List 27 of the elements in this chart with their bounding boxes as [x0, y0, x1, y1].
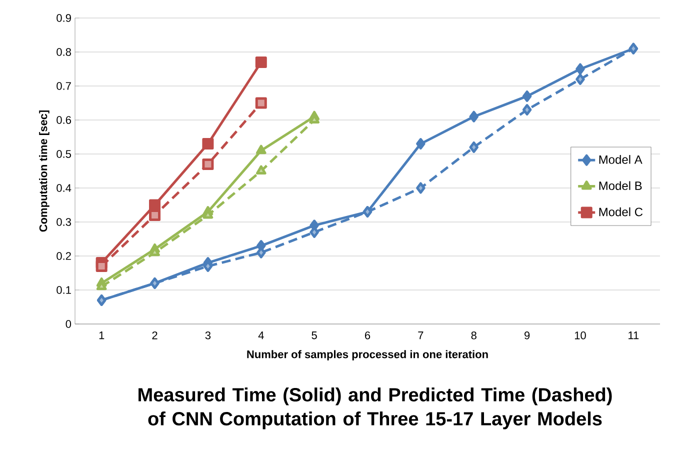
x-tick-label: 11	[628, 332, 639, 340]
y-tick-label: 0.3	[56, 218, 72, 226]
y-tick-label: 0.4	[56, 184, 72, 192]
x-tick-label: 4	[258, 332, 264, 340]
y-tick-label: 0	[66, 320, 72, 328]
y-tick-label: 0.5	[56, 150, 72, 158]
x-tick-label: 10	[574, 332, 586, 340]
y-axis-title: Computation time [sec]	[39, 110, 50, 232]
x-tick-label: 2	[152, 332, 158, 340]
x-tick-label: 9	[524, 332, 530, 340]
y-tick-label: 0.7	[56, 82, 71, 90]
legend-label: Model A	[599, 155, 642, 164]
legend-label: Model C	[599, 207, 643, 216]
x-tick-label: 1	[99, 332, 104, 340]
x-tick-label: 5	[312, 332, 317, 340]
y-tick-label: 0.1	[56, 286, 71, 294]
y-tick-label: 0.9	[56, 14, 71, 22]
x-tick-label: 3	[205, 332, 211, 340]
y-tick-label: 0.8	[56, 48, 72, 56]
legend-label: Model B	[599, 181, 642, 190]
y-tick-label: 0.6	[56, 116, 72, 124]
x-tick-label: 6	[365, 332, 370, 340]
x-axis-title: Number of samples processed in one iteration	[247, 350, 488, 360]
text: Measured Time (Solid) and Predicted Time (Dashed) of CNN Computation of Three 15-17 Layer Models	[138, 388, 612, 430]
x-tick-label: 7	[418, 332, 424, 340]
x-tick-label: 8	[471, 332, 476, 340]
y-tick-label: 0.2	[56, 252, 71, 260]
